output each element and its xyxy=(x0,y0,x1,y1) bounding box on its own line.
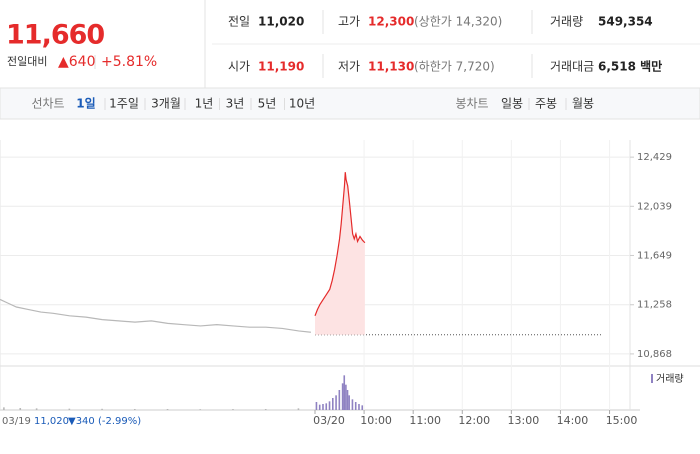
stat-note: (하한가 7,720) xyxy=(414,60,495,74)
volume-bar xyxy=(315,402,318,410)
volume-bar xyxy=(332,398,334,410)
tab-bar xyxy=(0,87,700,120)
prev-change-pct: (-2.99%) xyxy=(98,416,141,427)
tab[interactable]: 10년 xyxy=(289,97,315,111)
volume-bar xyxy=(348,395,350,410)
volume-bar xyxy=(19,408,22,410)
stat-value: 6,518 백만 xyxy=(598,59,662,74)
tab-group-label: 선차트 xyxy=(31,97,64,111)
volume-bar xyxy=(68,408,71,410)
stat-value: 12,300 xyxy=(368,15,414,29)
tab-group-label: 봉차트 xyxy=(455,97,488,111)
x-tick-label: 03/20 xyxy=(313,414,345,427)
volume-bar xyxy=(361,405,364,410)
stat-label: 고가 xyxy=(338,15,360,29)
stat-label: 시가 xyxy=(228,60,250,74)
volume-bar xyxy=(232,409,234,410)
volume-bar xyxy=(318,404,321,410)
y-tick-label: 11,649 xyxy=(637,250,672,261)
x-tick-label: 11:00 xyxy=(409,414,441,427)
x-tick-label: 14:00 xyxy=(557,414,589,427)
volume-bar xyxy=(264,409,267,410)
volume-bar xyxy=(325,403,328,410)
x-tick-label: 15:00 xyxy=(606,414,638,427)
volume-bar xyxy=(101,408,103,410)
prev-change: ▼340 xyxy=(68,416,95,427)
volume-bar xyxy=(134,409,136,410)
volume-legend: 거래량 xyxy=(656,373,684,385)
price-line xyxy=(0,298,311,333)
change-label: 전일대비 xyxy=(7,54,47,68)
tab[interactable]: 월봉 xyxy=(572,97,594,111)
tab[interactable]: 일봉 xyxy=(501,97,523,111)
y-tick-label: 10,868 xyxy=(637,349,672,360)
volume-bar xyxy=(297,408,300,410)
change: ▲640 xyxy=(58,54,96,70)
tab[interactable]: 1년 xyxy=(195,97,214,111)
volume-bar xyxy=(338,390,341,410)
y-tick-label: 11,258 xyxy=(637,300,672,311)
tab[interactable]: 1주일 xyxy=(109,97,139,111)
volume-bar xyxy=(354,402,357,410)
y-tick-label: 12,429 xyxy=(637,152,672,163)
stat-value: 549,354 xyxy=(598,15,653,29)
price: 11,660 xyxy=(6,20,104,51)
volume-bar xyxy=(35,408,38,410)
price-line xyxy=(314,172,366,317)
volume-bar xyxy=(335,395,337,410)
volume-bar xyxy=(346,390,349,410)
y-tick-label: 12,039 xyxy=(637,201,672,212)
volume-bar xyxy=(343,375,346,410)
stat-label: 거래량 xyxy=(550,15,583,29)
volume-bar xyxy=(199,409,202,410)
tab[interactable]: 5년 xyxy=(258,97,277,111)
stat-label: 거래대금 xyxy=(550,60,594,74)
volume-bar xyxy=(166,409,169,410)
volume-bar xyxy=(341,383,344,410)
stat-label: 저가 xyxy=(338,60,360,74)
tab[interactable]: 3년 xyxy=(226,97,245,111)
change-pct: +5.81% xyxy=(101,54,157,70)
stat-value: 11,130 xyxy=(368,60,414,74)
stat-value: 11,190 xyxy=(258,60,304,74)
volume-bar xyxy=(351,399,354,410)
volume-bar xyxy=(328,401,331,410)
tab[interactable]: 3개월 xyxy=(151,97,181,111)
stat-note: (상한가 14,320) xyxy=(414,15,502,29)
volume-legend-swatch xyxy=(651,374,653,383)
stat-value: 11,020 xyxy=(258,15,304,29)
prev-close: 11,020 xyxy=(34,416,69,427)
tab[interactable]: 주봉 xyxy=(535,97,557,111)
volume-bar xyxy=(3,407,5,410)
tab[interactable]: 1일 xyxy=(76,97,95,111)
volume-bar xyxy=(322,404,324,410)
stat-label: 전일 xyxy=(228,15,250,29)
x-tick-label: 10:00 xyxy=(360,414,392,427)
x-tick-label: 12:00 xyxy=(458,414,490,427)
prev-date: 03/19 xyxy=(2,416,31,427)
x-tick-label: 13:00 xyxy=(508,414,540,427)
area xyxy=(315,172,365,335)
volume-bar xyxy=(345,384,347,410)
volume-bar xyxy=(358,404,360,410)
